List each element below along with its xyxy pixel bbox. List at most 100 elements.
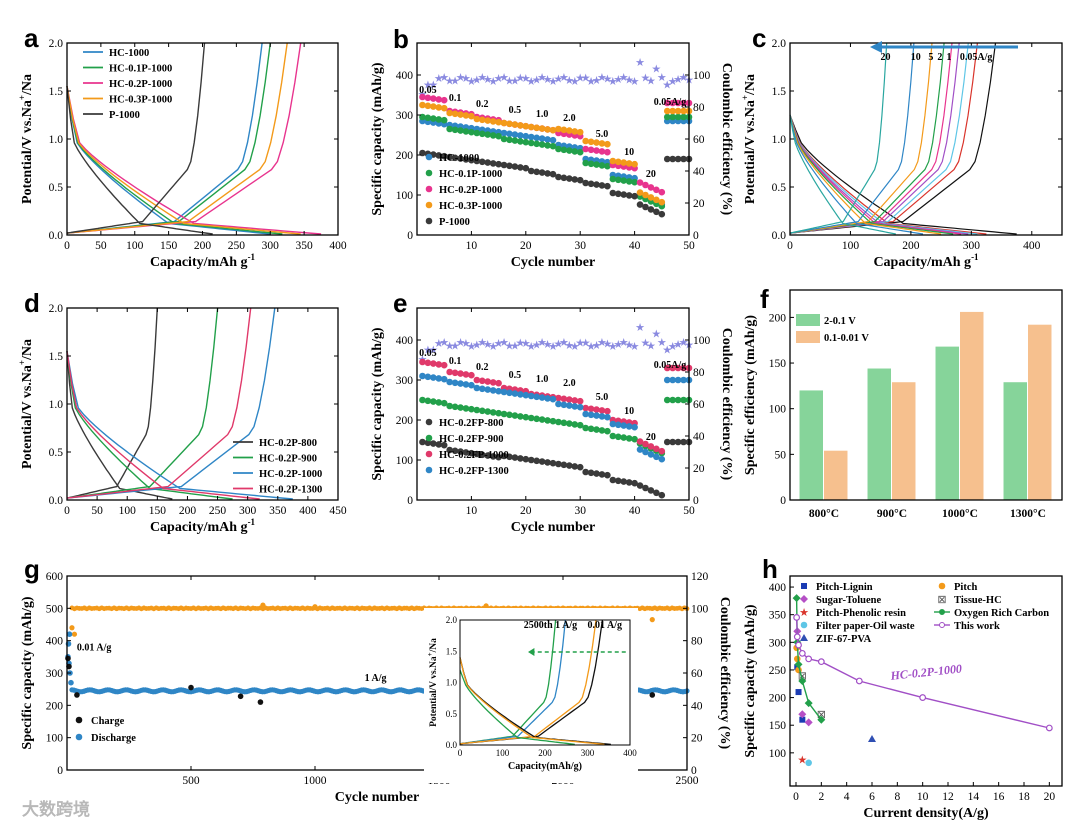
legend-marker [425, 434, 433, 442]
legend-label: Oxygen Rich Carbon [954, 608, 1049, 619]
capacity-point-HC-0.2FP-1300 [462, 381, 470, 388]
this-work-point [798, 649, 806, 657]
inset-x-tick-label: 0 [458, 748, 463, 758]
efficiency-point: ★ [456, 336, 466, 349]
efficiency-point [312, 604, 318, 610]
capacity-point-HC-0.2P-1000 [582, 145, 589, 153]
capacity-point-P-1000 [658, 210, 666, 218]
x-tick-label: 1000 [304, 775, 327, 787]
capacity-point-HC-0.1P-1000 [555, 145, 562, 153]
efficiency-point: ★ [488, 75, 498, 88]
capacity-point-HC-1000 [506, 130, 513, 138]
y-tick-label: 100 [769, 404, 787, 416]
capacity-point-HC-0.2FP-1000 [451, 369, 459, 377]
capacity-point-HC-0.3P-1000 [642, 191, 649, 199]
efficiency-point: ★ [543, 73, 553, 86]
panel-g: 5001000150020002500010020030040050060002… [20, 554, 732, 805]
x-axis-label-sup: -1 [248, 252, 256, 262]
efficiency-point: ★ [646, 75, 656, 88]
capacity-point-P-1000 [462, 156, 470, 163]
inset-x-label: Capacity(mAh/g) [508, 761, 582, 772]
rate-label: 0.05 [419, 85, 437, 96]
x-tick-label: 1300°C [1010, 508, 1046, 520]
x-axis-label: Cycle number [511, 520, 595, 535]
capacity-point-HC-0.2FP-900 [549, 417, 557, 425]
charge-point [237, 693, 244, 700]
inset-label: 2500th 1 A/g [524, 620, 577, 631]
x-tick-label: 300 [239, 505, 257, 517]
x-tick-label: 150 [149, 505, 167, 517]
capacity-point-HC-0.2FP-1000 [419, 358, 426, 366]
y2-tick-label: 100 [693, 335, 711, 347]
efficiency-point: ★ [630, 75, 640, 88]
inset-charge-0p01b [459, 619, 597, 745]
charge-curve-10 [789, 42, 915, 234]
panel-c: 0 100 200 300 400 0.0 0.5 1.0 1.5 2.0 20 10 5 2 1 0.05A… [740, 23, 1063, 270]
inset-y-label: Potential/V vs.Na+/Na [426, 638, 439, 727]
capacity-point-HC-0.1P-1000 [430, 115, 437, 122]
x-tick-label: 50 [683, 505, 695, 517]
rate-label: 10 [624, 406, 634, 417]
efficiency-point: ★ [597, 336, 607, 349]
capacity-point-HC-0.2FP-800 [451, 447, 459, 455]
capacity-point-HC-0.2FP-800 [614, 477, 622, 485]
capacity-point-HC-0.2FP-1300 [663, 376, 671, 384]
y-axis-label-text: Specific capacity (mAh/g) [370, 327, 385, 481]
capacity-point-HC-0.2FP-800 [593, 470, 600, 477]
x-tick-label: 50 [683, 240, 695, 252]
discharge-point [68, 679, 74, 686]
y2-axis-label: Coulombic efficiency (%) [717, 597, 732, 750]
y2-tick-label: 60 [691, 668, 703, 680]
capacity-point-HC-0.2FP-800 [566, 462, 573, 469]
capacity-point-HC-0.2FP-1300 [593, 412, 600, 419]
efficiency-point: ★ [564, 339, 574, 352]
capacity-point-P-1000 [604, 182, 611, 190]
capacity-point-HC-1000 [549, 136, 557, 144]
efficiency-point: ★ [657, 336, 667, 349]
charge-point [257, 699, 264, 705]
x-tick-label: 400 [299, 505, 317, 517]
capacity-point-P-1000 [598, 182, 606, 189]
legend-label: HC-0.2P-900 [259, 454, 317, 465]
legend-marker [425, 185, 433, 193]
plot-frame [789, 575, 1063, 787]
capacity-point-P-1000 [647, 206, 655, 213]
efficiency-point: ★ [521, 72, 531, 85]
y-tick-label: 200 [396, 150, 414, 162]
y-tick-label: 500 [46, 603, 64, 615]
capacity-point-HC-0.2FP-900 [593, 426, 600, 433]
legend-marker [800, 621, 808, 629]
capacity-point-HC-0.2FP-900 [446, 402, 453, 410]
capacity-point-HC-0.3P-1000 [484, 117, 492, 124]
y-axis-label-tail: /Na [743, 74, 758, 96]
capacity-point-HC-0.1P-1000 [680, 113, 687, 121]
plot-frame [789, 289, 1063, 501]
capacity-point-HC-0.2FP-800 [533, 457, 540, 465]
efficiency-point: ★ [581, 72, 591, 85]
capacity-point-HC-0.2FP-900 [620, 434, 628, 441]
capacity-point-P-1000 [614, 190, 622, 198]
capacity-point-HC-0.2FP-1300 [680, 376, 687, 384]
efficiency-point: ★ [434, 337, 444, 350]
capacity-point-P-1000 [593, 181, 600, 188]
rate-label: 0.5 [509, 370, 522, 381]
capacity-point-HC-0.2FP-1300 [631, 423, 638, 431]
capacity-point-HC-0.2FP-1000 [674, 364, 682, 372]
efficiency-point: ★ [466, 75, 476, 88]
capacity-point-HC-0.2FP-900 [468, 405, 475, 413]
capacity-point-HC-0.3P-1000 [500, 119, 508, 127]
capacity-point-HC-0.2P-1000 [593, 147, 600, 154]
capacity-point-P-1000 [549, 170, 557, 178]
y-axis-label-tail: /Na [20, 74, 35, 96]
capacity-point-P-1000 [669, 155, 676, 163]
capacity-point-P-1000 [631, 192, 638, 200]
capacity-point-HC-0.2FP-1300 [473, 384, 481, 392]
efficiency-point: ★ [575, 336, 585, 349]
capacity-point-HC-0.3P-1000 [495, 118, 502, 126]
capacity-point-P-1000 [571, 176, 579, 183]
capacity-point-HC-0.2FP-1300 [555, 400, 562, 408]
x-tick-label: 800°C [809, 508, 839, 520]
capacity-point-HC-0.3P-1000 [538, 125, 546, 132]
efficiency-point: ★ [521, 337, 531, 350]
